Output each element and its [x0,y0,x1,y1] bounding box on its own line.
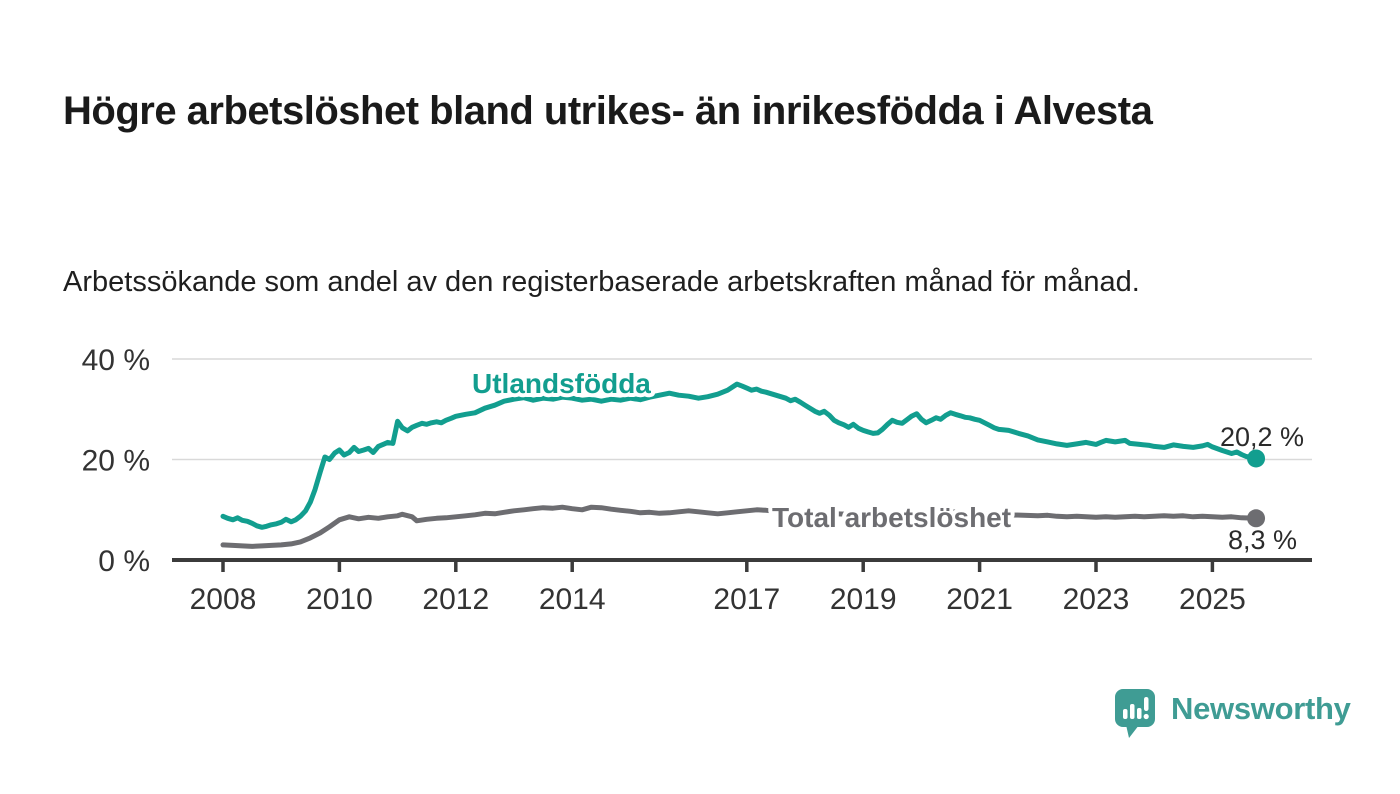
x-axis-tick-label: 2012 [422,583,489,616]
series-end-dot [1247,509,1266,528]
x-axis-tick-label: 2019 [830,583,897,616]
series-end-dot [1247,449,1266,468]
x-axis-tick-label: 2017 [713,583,780,616]
page-subtitle: Arbetssökande som andel av den registerb… [63,266,1140,298]
series-end-value-label: 8,3 % [1228,525,1297,555]
x-axis-tick-label: 2025 [1179,583,1246,616]
y-axis-tick-label: 20 % [82,445,150,478]
series-line-total [220,504,1259,549]
x-axis-tick-label: 2014 [539,583,606,616]
x-axis-tick-label: 2021 [946,583,1013,616]
x-axis-tick-label: 2008 [190,583,257,616]
bar-chart-speech-bubble-icon [1115,689,1155,738]
series-label-total: Total arbetslöshet [772,502,1011,533]
series-label-utlandsfodda: Utlandsfödda [472,368,651,399]
x-axis-tick-label: 2023 [1063,583,1130,616]
newsworthy-logo: Newsworthy [1114,688,1351,740]
series-end-value-label: 20,2 % [1220,422,1304,452]
x-axis-tick-label: 2010 [306,583,373,616]
y-axis-tick-label: 0 % [98,545,150,578]
series-line-utlandsfodda [220,381,1259,530]
y-axis-tick-label: 40 % [82,344,150,377]
newsworthy-logo-text: Newsworthy [1171,691,1351,726]
page-title: Högre arbetslöshet bland utrikes- än inr… [63,88,1153,133]
